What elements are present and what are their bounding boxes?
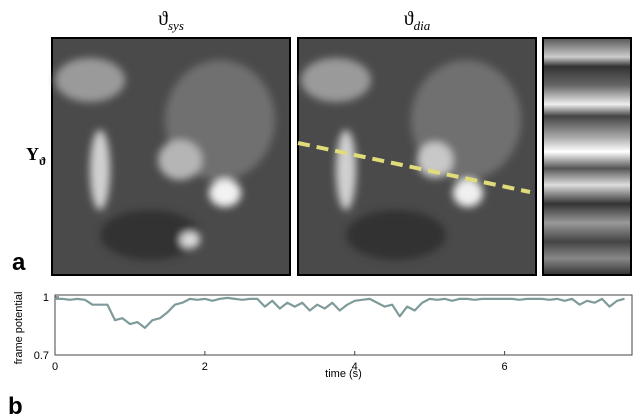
mri-right (297, 37, 537, 276)
y-axis-label: frame potential (13, 292, 25, 365)
left-title: ϑsys (158, 8, 184, 33)
x-tick-label: 0 (52, 361, 58, 373)
right-title: ϑdia (404, 8, 431, 33)
panel-label: b (8, 393, 23, 418)
data-line (55, 296, 625, 329)
x-tick-label: 4 (352, 361, 358, 373)
x-axis-label: time (s) (325, 368, 362, 380)
panel-label: a (12, 249, 26, 276)
y-tick-label: 1 (43, 292, 49, 304)
line-chart: 0.7 1 0 2 4 6 time (s) frame potential (13, 292, 633, 380)
x-tick-label: 6 (502, 361, 508, 373)
y-tick-label: 0.7 (34, 350, 49, 362)
y-theta-label: Yϑ (26, 144, 46, 168)
plot-frame (54, 294, 633, 356)
m-mode-strip (542, 37, 632, 276)
x-tick-label: 2 (202, 361, 208, 373)
mri-left (51, 37, 291, 276)
